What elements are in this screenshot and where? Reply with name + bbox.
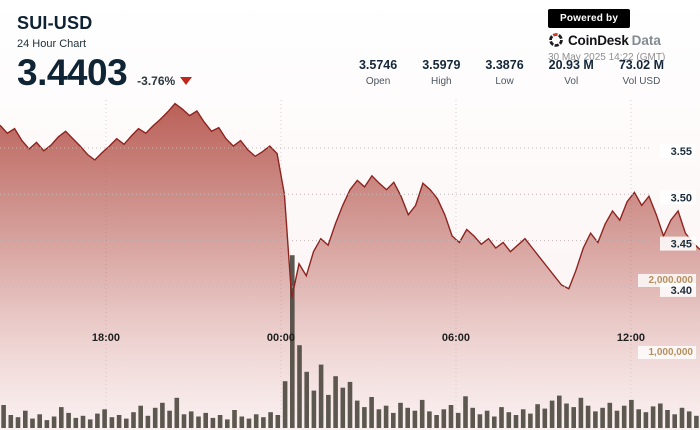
price-line-series <box>0 102 700 299</box>
svg-text:06:00: 06:00 <box>442 332 470 344</box>
svg-text:3.45: 3.45 <box>671 239 692 251</box>
svg-text:3.55: 3.55 <box>671 146 692 158</box>
svg-text:1,000,000: 1,000,000 <box>649 347 694 358</box>
time-axis-labels: 18:00 00:00 06:00 12:00 <box>92 332 645 344</box>
svg-text:3.40: 3.40 <box>671 285 692 297</box>
svg-text:3.50: 3.50 <box>671 192 692 204</box>
horizontal-gridlines <box>0 147 652 288</box>
volume-bars <box>1 255 699 428</box>
svg-text:2,000,000: 2,000,000 <box>649 275 694 286</box>
svg-text:12:00: 12:00 <box>617 332 645 344</box>
brand-name-light: Data <box>631 32 661 48</box>
price-area-series <box>0 103 700 430</box>
coindesk-data-logo[interactable]: CoinDesk Data <box>548 32 665 48</box>
price-axis-labels: 3.55 3.50 3.45 3.40 <box>660 144 696 297</box>
svg-text:18:00: 18:00 <box>92 332 120 344</box>
svg-text:00:00: 00:00 <box>267 332 295 344</box>
brand-name-bold: CoinDesk <box>568 32 629 48</box>
powered-by-badge[interactable]: Powered by <box>548 9 631 28</box>
coindesk-logo-icon <box>548 32 564 48</box>
